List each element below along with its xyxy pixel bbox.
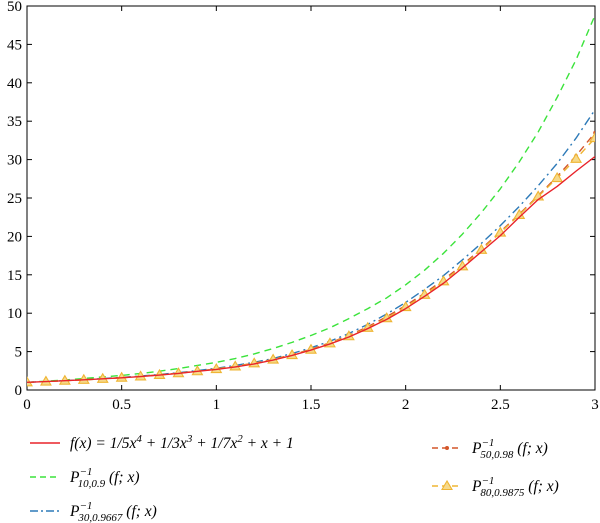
legend-label: P−1 10,0.9 (f; x): [69, 466, 140, 490]
series-line: [27, 155, 595, 384]
x-tick-label: 0: [23, 397, 31, 413]
x-tick-label: 0.5: [112, 397, 131, 413]
series-line: [27, 14, 595, 384]
series-point: [551, 171, 564, 183]
plot-frame: [26, 5, 596, 391]
y-tick-label: 30: [7, 153, 22, 169]
legend-item: P−1 30,0.9667 (f; x): [30, 500, 157, 523]
y-tick-label: 0: [15, 383, 23, 399]
x-tick-label: 2.5: [491, 397, 510, 413]
y-tick-label: 50: [7, 0, 22, 15]
legend-item: f(x) = 1/5x4 + 1/3x3 + 1/7x2 + x + 1: [30, 433, 294, 452]
legend-item: P−1 80,0.9875 (f; x): [432, 475, 559, 499]
y-tick-label: 5: [15, 345, 23, 361]
y-tick-label: 20: [7, 229, 22, 245]
legend: f(x) = 1/5x4 + 1/3x3 + 1/7x2 + x + 1 P−1 1…: [30, 433, 559, 523]
legend-label: P−1 80,0.9875 (f; x): [471, 475, 559, 499]
y-tick-label: 40: [7, 76, 22, 92]
x-tick-label: 1.5: [302, 397, 321, 413]
x-tick-label: 3: [591, 397, 599, 413]
legend-item: P−1 50,0.98 (f; x): [432, 437, 548, 461]
y-tick-label: 35: [7, 114, 22, 130]
legend-marker: [441, 479, 453, 491]
series-point: [589, 132, 595, 143]
series-point: [134, 370, 147, 381]
x-tick-label: 1: [213, 397, 221, 413]
legend-item: P−1 10,0.9 (f; x): [30, 466, 140, 490]
series-line: [27, 109, 595, 384]
series-point: [229, 360, 242, 371]
legend-label: f(x) = 1/5x4 + 1/3x3 + 1/7x2 + x + 1: [70, 433, 294, 452]
series-group: [27, 14, 595, 387]
x-tick-label: 2: [402, 397, 410, 413]
y-tick-label: 15: [7, 268, 22, 284]
y-tick-label: 45: [7, 37, 22, 53]
legend-label: P−1 30,0.9667 (f; x): [69, 500, 157, 523]
legend-label: P−1 50,0.98 (f; x): [471, 437, 548, 461]
series-point: [570, 152, 583, 163]
y-tick-label: 25: [7, 191, 22, 207]
series-point: [210, 362, 223, 374]
legend-marker: [445, 446, 449, 450]
y-tick-label: 10: [7, 306, 22, 322]
